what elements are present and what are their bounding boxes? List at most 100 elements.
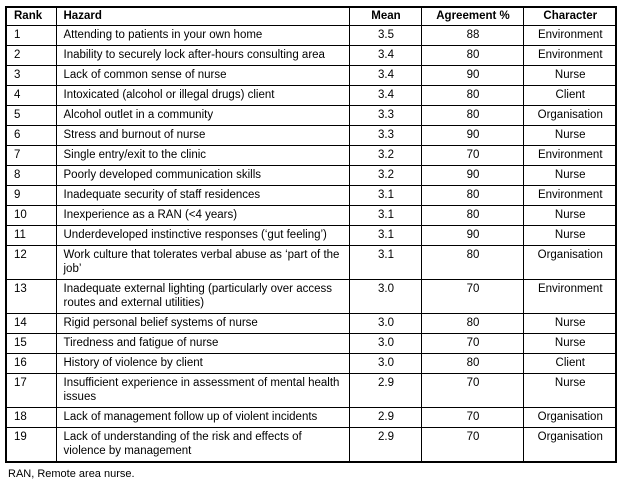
rank-cell: 19	[5, 427, 57, 463]
table-row: 5 Alcohol outlet in a community 3.3 80 Organ…	[5, 105, 617, 126]
mean-cell: 3.0	[348, 279, 422, 314]
rank-cell: 8	[5, 165, 57, 186]
character-cell: Client	[522, 85, 617, 106]
hazard-cell: History of violence by client	[55, 353, 350, 374]
character-cell: Nurse	[522, 373, 617, 408]
character-cell: Organisation	[522, 407, 617, 428]
agreement-cell: 70	[420, 373, 524, 408]
table-row: 7 Single entry/exit to the clinic 3.2 70 Env…	[5, 145, 617, 166]
hazard-cell: Single entry/exit to the clinic	[55, 145, 350, 166]
table-row: 19 Lack of understanding of the risk and …	[5, 427, 617, 463]
mean-cell: 3.0	[348, 353, 422, 374]
agreement-cell: 90	[420, 125, 524, 146]
character-cell: Nurse	[522, 205, 617, 226]
column-header-rank: Rank	[5, 6, 57, 26]
table-row: 9 Inadequate security of staff residences…	[5, 185, 617, 206]
table-row: 8 Poorly developed communication skills 3.…	[5, 165, 617, 186]
hazard-cell: Attending to patients in your own home	[55, 25, 350, 46]
table-row: 10 Inexperience as a RAN (<4 years) 3.1 80 N…	[5, 205, 617, 226]
rank-cell: 2	[5, 45, 57, 66]
table-row: 4 Intoxicated (alcohol or illegal drugs) …	[5, 85, 617, 106]
agreement-cell: 70	[420, 427, 524, 463]
rank-cell: 16	[5, 353, 57, 374]
agreement-cell: 80	[420, 245, 524, 280]
rank-cell: 1	[5, 25, 57, 46]
rank-cell: 11	[5, 225, 57, 246]
hazard-table-body: 1 Attending to patients in your own home 3…	[5, 25, 617, 463]
agreement-cell: 80	[420, 313, 524, 334]
agreement-cell: 70	[420, 145, 524, 166]
rank-cell: 4	[5, 85, 57, 106]
table-row: 17 Insufficient experience in assessment …	[5, 373, 617, 408]
hazards-table: Rank Hazard Mean Agreement % Character 1…	[5, 6, 617, 463]
table-row: 16 History of violence by client 3.0 80 Clie…	[5, 353, 617, 374]
hazard-cell: Insufficient experience in assessment of…	[55, 373, 350, 408]
hazard-cell: Poorly developed communication skills	[55, 165, 350, 186]
mean-cell: 3.3	[348, 125, 422, 146]
table-row: 3 Lack of common sense of nurse 3.4 90 Nurse	[5, 65, 617, 86]
agreement-cell: 70	[420, 333, 524, 354]
table-row: 14 Rigid personal belief systems of nurse…	[5, 313, 617, 334]
agreement-cell: 80	[420, 85, 524, 106]
character-cell: Nurse	[522, 165, 617, 186]
column-header-character: Character	[522, 6, 617, 26]
character-cell: Organisation	[522, 105, 617, 126]
table-row: 6 Stress and burnout of nurse 3.3 90 Nurse	[5, 125, 617, 146]
mean-cell: 3.3	[348, 105, 422, 126]
rank-cell: 7	[5, 145, 57, 166]
table-row: 1 Attending to patients in your own home 3…	[5, 25, 617, 46]
agreement-cell: 90	[420, 165, 524, 186]
hazard-cell: Work culture that tolerates verbal abuse…	[55, 245, 350, 280]
agreement-cell: 90	[420, 225, 524, 246]
mean-cell: 2.9	[348, 407, 422, 428]
hazard-cell: Lack of understanding of the risk and ef…	[55, 427, 350, 463]
character-cell: Nurse	[522, 333, 617, 354]
hazard-cell: Alcohol outlet in a community	[55, 105, 350, 126]
hazard-cell: Inadequate external lighting (particular…	[55, 279, 350, 314]
mean-cell: 3.2	[348, 145, 422, 166]
table-row: 2 Inability to securely lock after-hours …	[5, 45, 617, 66]
table-row: 13 Inadequate external lighting (particul…	[5, 279, 617, 314]
mean-cell: 3.4	[348, 65, 422, 86]
column-header-agreement: Agreement %	[420, 6, 524, 26]
hazard-cell: Rigid personal belief systems of nurse	[55, 313, 350, 334]
character-cell: Environment	[522, 45, 617, 66]
mean-cell: 2.9	[348, 373, 422, 408]
table-footnote: RAN, Remote area nurse.	[8, 468, 135, 480]
character-cell: Nurse	[522, 225, 617, 246]
hazard-cell: Underdeveloped instinctive responses (‘g…	[55, 225, 350, 246]
rank-cell: 13	[5, 279, 57, 314]
hazard-cell: Tiredness and fatigue of nurse	[55, 333, 350, 354]
agreement-cell: 90	[420, 65, 524, 86]
rank-cell: 10	[5, 205, 57, 226]
rank-cell: 3	[5, 65, 57, 86]
rank-cell: 9	[5, 185, 57, 206]
character-cell: Environment	[522, 279, 617, 314]
agreement-cell: 80	[420, 205, 524, 226]
table-header: Rank Hazard Mean Agreement % Character	[5, 6, 617, 26]
mean-cell: 3.0	[348, 313, 422, 334]
mean-cell: 3.1	[348, 205, 422, 226]
column-header-hazard: Hazard	[55, 6, 350, 26]
rank-cell: 5	[5, 105, 57, 126]
agreement-cell: 80	[420, 353, 524, 374]
agreement-cell: 70	[420, 407, 524, 428]
character-cell: Nurse	[522, 125, 617, 146]
rank-cell: 12	[5, 245, 57, 280]
character-cell: Nurse	[522, 313, 617, 334]
header-row: Rank Hazard Mean Agreement % Character	[5, 6, 617, 26]
character-cell: Environment	[522, 25, 617, 46]
table-row: 18 Lack of management follow up of violen…	[5, 407, 617, 428]
mean-cell: 3.1	[348, 225, 422, 246]
rank-cell: 18	[5, 407, 57, 428]
hazard-cell: Lack of management follow up of violent …	[55, 407, 350, 428]
mean-cell: 3.0	[348, 333, 422, 354]
table-row: 15 Tiredness and fatigue of nurse 3.0 70 Nur…	[5, 333, 617, 354]
mean-cell: 2.9	[348, 427, 422, 463]
mean-cell: 3.4	[348, 85, 422, 106]
column-header-mean: Mean	[348, 6, 422, 26]
mean-cell: 3.5	[348, 25, 422, 46]
character-cell: Organisation	[522, 427, 617, 463]
character-cell: Environment	[522, 185, 617, 206]
